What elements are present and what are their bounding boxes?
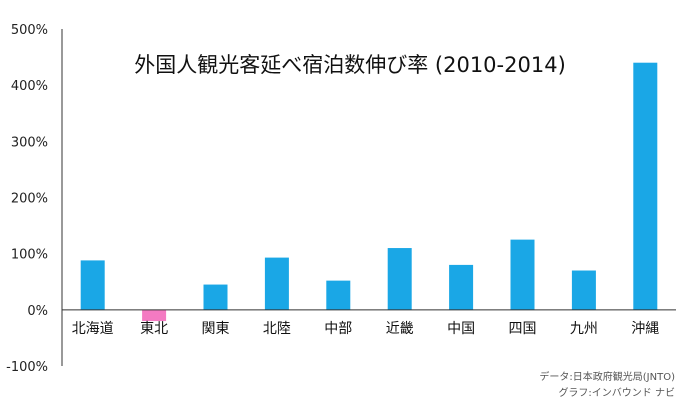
bars (80, 62, 658, 322)
chart-title: 外国人観光客延べ宿泊数伸び率 (2010-2014) (134, 53, 566, 77)
x-tick-label: 九州 (570, 321, 598, 337)
y-tick-label: 0% (27, 304, 48, 319)
bar-2 (142, 309, 167, 322)
y-tick-label: -100% (6, 360, 48, 375)
x-tick-label: 近畿 (386, 321, 414, 337)
x-tick-label: 東北 (140, 321, 168, 337)
bar-7 (449, 264, 474, 310)
x-tick-label: 中部 (324, 321, 352, 337)
x-tick-label: 四国 (509, 321, 537, 337)
y-tick-label: 500% (11, 23, 48, 38)
y-tick-label: 300% (11, 135, 48, 150)
y-tick-label: 200% (11, 192, 48, 207)
bar-3 (203, 284, 228, 310)
x-tick-label: 北陸 (263, 321, 291, 337)
bar-4 (264, 257, 289, 310)
x-tick-label: 関東 (202, 321, 230, 337)
y-tick-label: 400% (11, 79, 48, 94)
x-axis: 北海道 東北 関東 北陸 中部 近畿 中国 四国 九州 沖縄 (62, 309, 676, 337)
bar-10 (633, 62, 658, 310)
bar-1 (80, 260, 105, 310)
bar-8 (510, 239, 535, 310)
graph-credit: グラフ:インバウンド ナビ (558, 386, 675, 399)
y-tick-label: 100% (11, 248, 48, 263)
bar-9 (571, 270, 596, 310)
x-tick-label: 中国 (447, 321, 475, 337)
data-source-credit: データ:日本政府観光局(JNTO) (539, 370, 675, 383)
y-axis: -100% 0% 100% 200% 300% 400% 500% (6, 23, 63, 375)
bar-5 (326, 280, 351, 310)
x-tick-label: 沖縄 (631, 321, 659, 337)
x-tick-label: 北海道 (72, 321, 114, 337)
bar-6 (387, 248, 412, 310)
